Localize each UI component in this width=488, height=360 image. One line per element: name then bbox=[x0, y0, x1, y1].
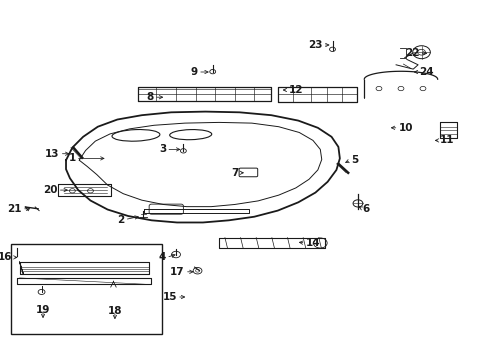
Text: 16: 16 bbox=[0, 252, 12, 262]
Text: 10: 10 bbox=[398, 123, 412, 133]
Text: 11: 11 bbox=[439, 135, 454, 145]
Text: 14: 14 bbox=[305, 238, 320, 248]
Text: 17: 17 bbox=[170, 267, 184, 277]
Text: 4: 4 bbox=[159, 252, 166, 262]
Text: 18: 18 bbox=[107, 306, 122, 316]
Text: 6: 6 bbox=[362, 204, 369, 214]
Text: 13: 13 bbox=[45, 149, 60, 159]
Text: 12: 12 bbox=[288, 85, 303, 95]
Text: 24: 24 bbox=[419, 67, 433, 77]
Text: 21: 21 bbox=[7, 204, 22, 214]
Text: 5: 5 bbox=[350, 155, 358, 165]
Text: 23: 23 bbox=[307, 40, 322, 50]
Text: 19: 19 bbox=[36, 305, 50, 315]
Text: 9: 9 bbox=[190, 67, 198, 77]
Text: 15: 15 bbox=[162, 292, 177, 302]
Text: 8: 8 bbox=[146, 92, 154, 102]
Text: 22: 22 bbox=[404, 48, 419, 58]
Text: 20: 20 bbox=[43, 185, 58, 195]
Text: 3: 3 bbox=[159, 144, 166, 154]
Text: 7: 7 bbox=[231, 168, 238, 178]
Text: 2: 2 bbox=[117, 215, 124, 225]
Text: 1: 1 bbox=[68, 153, 76, 163]
Bar bbox=[11, 244, 162, 334]
